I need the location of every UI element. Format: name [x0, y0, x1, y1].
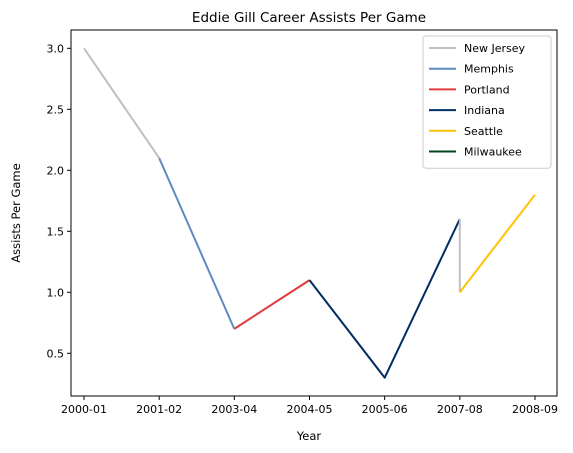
series-line-seattle	[459, 194, 536, 293]
y-axis-label: Assists Per Game	[9, 163, 23, 262]
legend-label-seattle: Seattle	[464, 125, 503, 138]
plot-frame	[70, 29, 558, 397]
y-tick-label: 2.0	[47, 164, 65, 177]
x-tick-label: 2000-01	[61, 403, 107, 416]
y-tick-label: 1.0	[47, 286, 65, 299]
y-tick-label: 1.5	[47, 225, 65, 238]
x-axis: 2000-01 2001-02 2003-04 2004-05 2005-06 2007-…	[61, 396, 558, 416]
y-axis: 0.5 1.0 1.5 2.0 2.5 3.0	[47, 42, 71, 360]
y-tick-label: 0.5	[47, 347, 65, 360]
plot-lines	[83, 47, 536, 379]
series-line-memphis	[158, 157, 236, 330]
y-tick-label: 2.5	[47, 103, 65, 116]
chart-title: Eddie Gill Career Assists Per Game	[192, 10, 426, 26]
legend-label-milwaukee: Milwaukee	[464, 146, 522, 159]
x-tick-label: 2001-02	[136, 403, 182, 416]
legend-label-portland: Portland	[464, 83, 510, 96]
x-tick-label: 2008-09	[512, 403, 558, 416]
series-line-new-jersey	[83, 47, 161, 159]
y-tick-label: 3.0	[47, 42, 65, 55]
x-tick-label: 2005-06	[362, 403, 408, 416]
x-tick-label: 2007-08	[437, 403, 483, 416]
x-tick-label: 2003-04	[211, 403, 257, 416]
x-tick-label: 2004-05	[287, 403, 333, 416]
legend-label-indiana: Indiana	[464, 104, 505, 117]
x-axis-label: Year	[296, 429, 322, 443]
series-line-portland	[233, 279, 311, 330]
legend-label-memphis: Memphis	[464, 63, 514, 76]
legend-label-new-jersey: New Jersey	[464, 42, 526, 55]
series-line-indiana	[308, 218, 461, 379]
legend: New Jersey Memphis Portland Indiana Seattle M…	[422, 35, 552, 169]
